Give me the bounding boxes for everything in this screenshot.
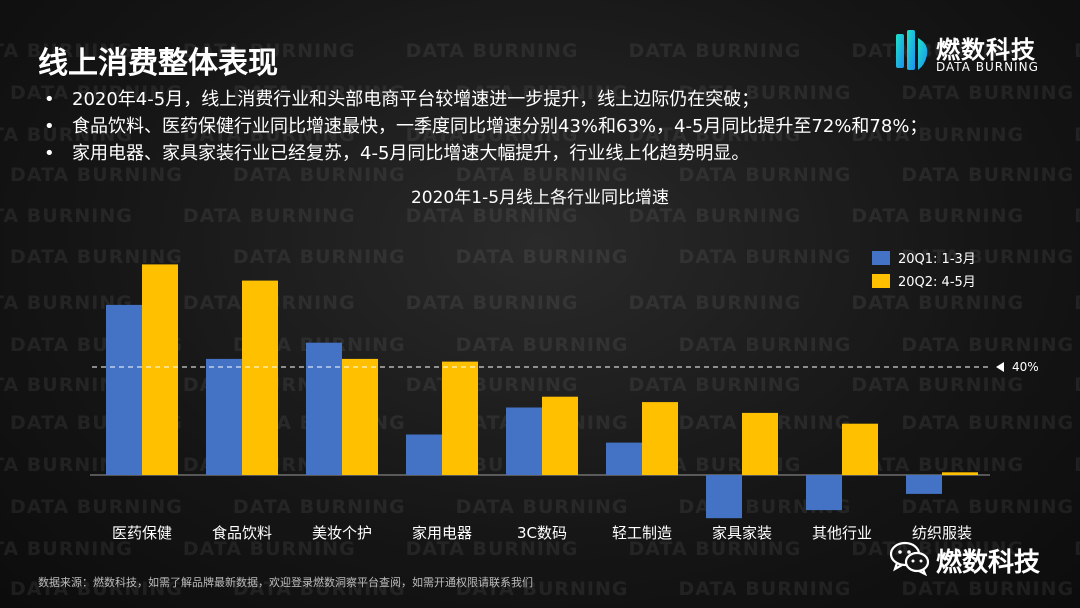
- bar-q2: [942, 472, 978, 475]
- bar-q2: [442, 361, 478, 475]
- bar-q1: [906, 475, 942, 494]
- bar-q2: [842, 423, 878, 475]
- bar-q1: [806, 475, 842, 511]
- bar-q1: [606, 442, 642, 475]
- chart-title: 2020年1-5月线上各行业同比增速: [410, 188, 670, 208]
- bar-q2: [342, 358, 378, 475]
- bullet-item: 家用电器、家具家装行业已经复苏，4-5月同比增速大幅提升，行业线上化趋势明显。: [40, 140, 927, 167]
- bar-q1: [106, 304, 142, 475]
- category-label: 医药保健: [112, 524, 172, 542]
- bar-q1: [406, 434, 442, 475]
- bar-q2: [142, 264, 178, 475]
- logo-name-en: DATA BURNING: [936, 60, 1039, 74]
- category-label: 美妆个护: [312, 524, 372, 542]
- category-label: 3C数码: [517, 524, 567, 542]
- legend-label-q2: 20Q2: 4-5月: [898, 275, 976, 290]
- summary-bullets: 2020年4-5月，线上消费行业和头部电商平台较增速进一步提升，线上边际仍在突破…: [40, 86, 927, 167]
- bar-q1: [706, 475, 742, 519]
- bar-q1: [206, 358, 242, 475]
- chart-legend: 20Q1: 1-3月 20Q2: 4-5月: [872, 246, 976, 292]
- logo-name-cn: 燃数科技: [936, 36, 1036, 64]
- category-label: 轻工制造: [612, 524, 672, 542]
- wechat-account: 燃数科技: [890, 538, 1050, 578]
- legend-swatch-q1: [872, 250, 890, 265]
- category-label: 食品饮料: [212, 524, 272, 542]
- category-label: 其他行业: [812, 524, 872, 542]
- legend-label-q1: 20Q1: 1-3月: [898, 252, 976, 267]
- data-source-note: 数据来源：燃数科技，如需了解品牌最新数据，欢迎登录燃数洞察平台查阅，如需开通权限…: [38, 576, 533, 589]
- reference-marker-icon: [996, 362, 1004, 372]
- legend-item-q1: 20Q1: 1-3月: [872, 246, 976, 269]
- reference-line-label: 40%: [1012, 360, 1039, 374]
- page-title: 线上消费整体表现: [38, 46, 278, 81]
- wechat-icon: [890, 541, 930, 576]
- brand-logo: 燃数科技 DATA BURNING: [894, 28, 1044, 80]
- bar-q2: [242, 280, 278, 475]
- category-label: 纺织服装: [912, 524, 972, 542]
- wechat-account-name: 燃数科技: [936, 548, 1041, 578]
- bar-q1: [306, 342, 342, 475]
- legend-item-q2: 20Q2: 4-5月: [872, 269, 976, 292]
- category-label: 家具家装: [712, 524, 772, 542]
- bullet-item: 2020年4-5月，线上消费行业和头部电商平台较增速进一步提升，线上边际仍在突破…: [40, 86, 927, 113]
- bar-q1: [506, 407, 542, 475]
- bar-q2: [742, 412, 778, 475]
- bar-q2: [642, 402, 678, 475]
- bullet-item: 食品饮料、医药保健行业同比增速最快，一季度同比增速分别43%和63%，4-5月同…: [40, 113, 927, 140]
- legend-swatch-q2: [872, 273, 890, 288]
- logo-mark-icon: [896, 30, 928, 70]
- category-label: 家用电器: [412, 524, 472, 542]
- bar-q2: [542, 396, 578, 475]
